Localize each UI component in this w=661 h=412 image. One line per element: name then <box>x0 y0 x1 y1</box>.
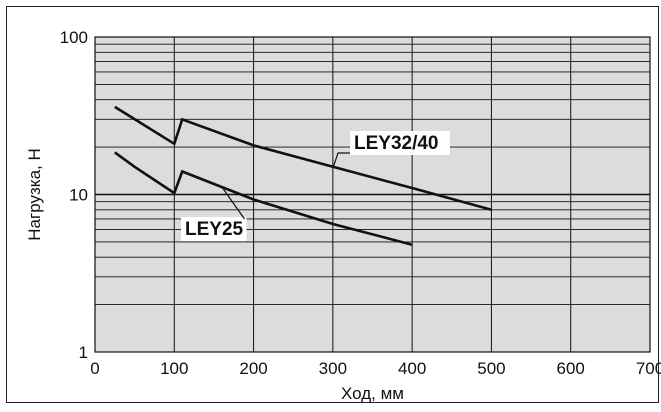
y-tick-label: 100 <box>60 28 88 47</box>
series-label-leader <box>221 186 245 220</box>
x-tick-label: 200 <box>239 359 267 378</box>
x-tick-label: 100 <box>160 359 188 378</box>
series-label-background <box>181 217 247 241</box>
y-tick-label: 1 <box>79 343 88 362</box>
series-label-2: LEY25 <box>185 219 244 240</box>
minor-gridlines <box>95 43 650 306</box>
series-label-leader <box>332 152 350 168</box>
x-tick-label: 600 <box>557 359 585 378</box>
series-label-background <box>350 131 450 155</box>
series-line-2 <box>114 151 413 246</box>
series-layer: LEY32/40 LEY25 <box>114 105 492 246</box>
x-tick-label: 500 <box>477 359 505 378</box>
x-tick-label: 400 <box>398 359 426 378</box>
x-tick-labels: 0 100 200 300 400 500 600 700 <box>90 359 661 378</box>
series-line-1 <box>114 105 492 212</box>
x-axis-label: Ход, мм <box>341 384 404 403</box>
x-tick-label: 0 <box>90 359 99 378</box>
load-stroke-chart: LEY32/40 LEY25 0 100 200 300 400 500 600 700 1 10… <box>25 28 661 403</box>
y-axis-label: Нагрузка, Н <box>25 148 44 240</box>
x-tick-label: 700 <box>636 359 661 378</box>
plot-border <box>94 36 651 353</box>
series-label-1: LEY32/40 <box>354 133 439 154</box>
chart-frame: LEY32/40 LEY25 0 100 200 300 400 500 600 700 1 10… <box>6 6 661 403</box>
x-tick-label: 300 <box>319 359 347 378</box>
major-gridlines <box>95 37 650 352</box>
y-tick-label: 10 <box>69 186 88 205</box>
y-tick-labels: 1 10 100 <box>60 28 88 362</box>
